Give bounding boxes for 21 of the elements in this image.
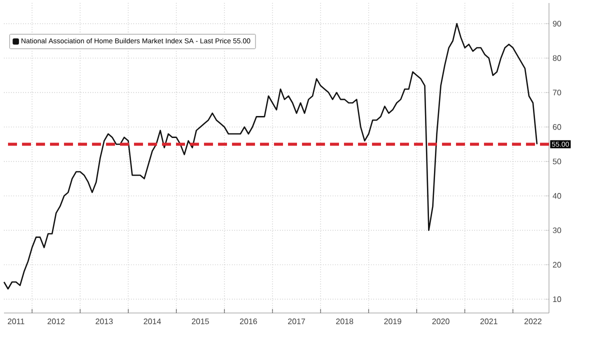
x-tick-label: 2020 xyxy=(432,318,450,324)
x-tick-label: 2014 xyxy=(144,318,161,324)
x-tick-label: 2022 xyxy=(524,318,542,324)
y-tick-label: 90 xyxy=(552,20,562,26)
x-tick-label: 2016 xyxy=(240,318,257,324)
x-tick-label: 2011 xyxy=(8,318,24,324)
y-tick-label: 80 xyxy=(552,55,562,61)
y-tick-label: 30 xyxy=(552,227,562,234)
y-tick-label: 10 xyxy=(553,296,562,302)
y-tick-label: 50 xyxy=(552,158,562,164)
x-tick-label: 2013 xyxy=(96,318,113,324)
y-tick-label: 20 xyxy=(552,262,562,268)
x-tick-label: 2021 xyxy=(480,318,498,324)
y-tick-label: 40 xyxy=(552,193,562,199)
y-tick-label: 70 xyxy=(552,90,562,96)
x-tick-label: 2012 xyxy=(48,318,65,324)
x-tick-label: 2017 xyxy=(288,318,306,324)
y-tick-label: 60 xyxy=(552,124,562,130)
x-tick-label: 2015 xyxy=(192,318,209,324)
x-tick-label: 2018 xyxy=(336,318,354,324)
x-tick-label: 2019 xyxy=(384,318,402,324)
